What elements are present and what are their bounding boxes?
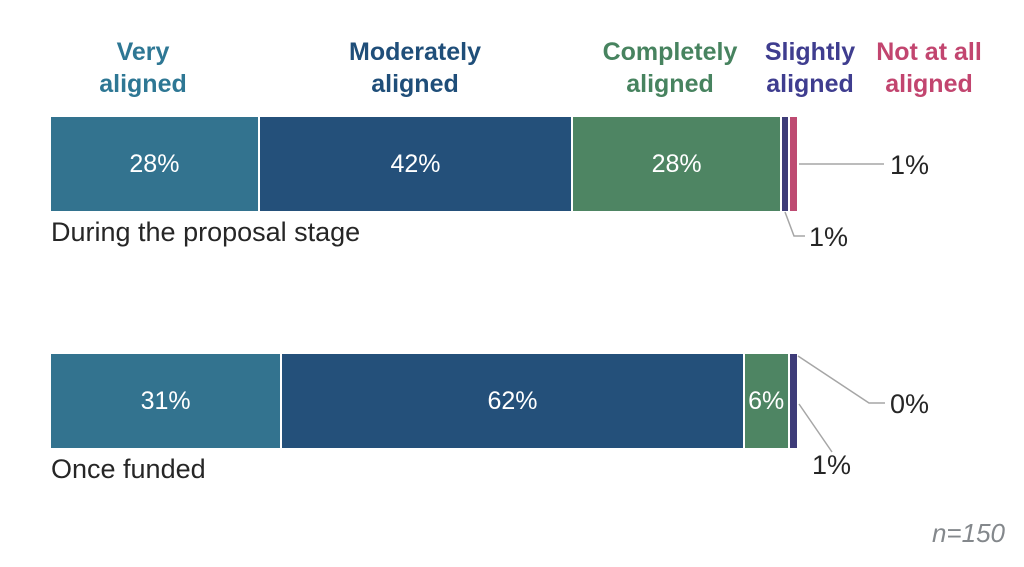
category-label-once-funded: Once funded bbox=[51, 454, 206, 484]
segment-value-label: 62% bbox=[487, 386, 538, 415]
legend-very-aligned: Very aligned bbox=[99, 38, 187, 98]
legend-completely-aligned: Completely aligned bbox=[602, 38, 738, 98]
segment-value-label: 31% bbox=[140, 386, 191, 415]
bar-once-funded: 31% 62% 6% bbox=[51, 354, 797, 448]
segment-very-aligned: 28% bbox=[51, 117, 260, 211]
segment-completely-aligned: 6% bbox=[744, 354, 790, 448]
legend-moderately-aligned: Moderately aligned bbox=[349, 38, 481, 98]
legend-slightly-aligned: Slightly aligned bbox=[764, 38, 856, 98]
segment-value-label: 28% bbox=[129, 149, 180, 178]
segment-value-label: 28% bbox=[651, 149, 702, 178]
segment-slightly-aligned bbox=[782, 117, 790, 211]
leader-line-bar0-slightly bbox=[784, 211, 805, 237]
callout-bar0-slightly: 1% bbox=[809, 222, 849, 252]
leader-line-bar1-slightly bbox=[798, 403, 833, 453]
bar-during-proposal-stage: 28% 42% 28% bbox=[51, 117, 797, 211]
callout-bar0-not-at-all: 1% bbox=[890, 150, 930, 180]
callout-bar1-slightly: 1% bbox=[812, 450, 852, 480]
legend-not-at-all-aligned: Not at all aligned bbox=[876, 38, 982, 98]
segment-completely-aligned: 28% bbox=[573, 117, 783, 211]
category-label-proposal-stage: During the proposal stage bbox=[51, 217, 361, 247]
leader-line-bar1-not-at-all bbox=[797, 355, 885, 404]
segment-moderately-aligned: 62% bbox=[282, 354, 745, 448]
segment-value-label: 6% bbox=[748, 386, 785, 415]
segment-value-label: 42% bbox=[390, 149, 441, 178]
segment-moderately-aligned: 42% bbox=[259, 117, 574, 211]
callout-bar1-not-at-all: 0% bbox=[890, 389, 930, 419]
segment-not-at-all-aligned bbox=[789, 117, 797, 211]
segment-slightly-aligned bbox=[789, 354, 797, 448]
sample-size-note: n=150 bbox=[931, 518, 1005, 548]
segment-very-aligned: 31% bbox=[51, 354, 283, 448]
